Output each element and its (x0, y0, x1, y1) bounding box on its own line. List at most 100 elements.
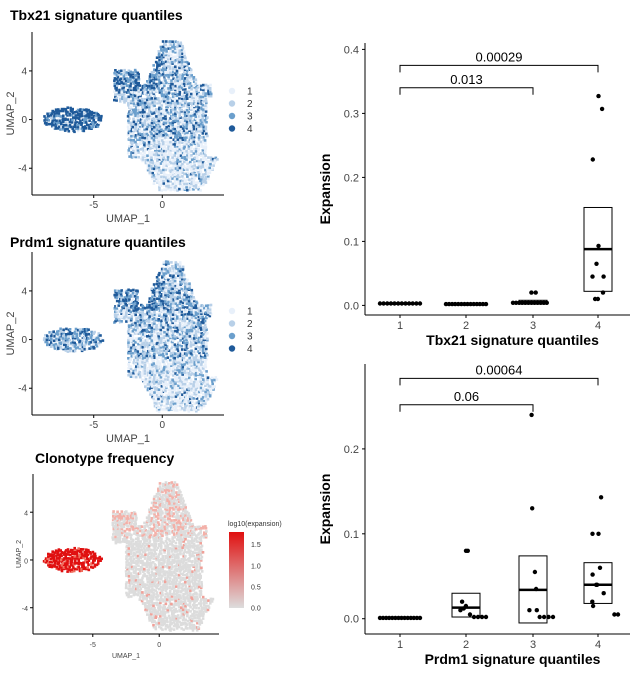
umap-cell (158, 157, 162, 161)
umap-cell (153, 98, 156, 102)
umap-cell (196, 308, 199, 312)
umap-cell (174, 167, 178, 170)
umap-cell (150, 563, 153, 567)
umap-cell (139, 96, 142, 100)
umap-cell (197, 358, 200, 362)
umap-cell (131, 560, 135, 563)
umap-cell (179, 150, 182, 154)
umap-cell (162, 336, 166, 340)
umap-cell (161, 523, 164, 527)
umap-cell (183, 52, 186, 55)
umap-cell (159, 309, 163, 312)
umap-cell (197, 162, 200, 166)
umap-cell (150, 312, 154, 315)
umap-cell (148, 352, 151, 356)
umap-cell (129, 375, 133, 378)
umap-cell (141, 110, 145, 114)
umap-cell (167, 283, 170, 286)
umap-cell (200, 173, 203, 176)
umap-cell (194, 82, 198, 86)
umap-cell (53, 564, 56, 567)
umap-cell (130, 546, 134, 550)
umap-cell (150, 343, 153, 346)
umap-cell (188, 332, 192, 335)
umap-cell (78, 567, 82, 571)
umap-cell (148, 582, 152, 586)
umap-cell (176, 354, 180, 357)
umap-cell (174, 138, 178, 141)
umap-cell (199, 140, 203, 144)
umap-cell (164, 627, 167, 631)
umap-cell (141, 308, 145, 312)
umap-cell (174, 129, 177, 133)
umap-cell (139, 542, 142, 546)
umap-cell (202, 347, 205, 350)
umap-cell (135, 149, 138, 152)
umap-cell (173, 337, 177, 341)
umap-cell (183, 63, 186, 66)
umap-cell (134, 140, 137, 144)
umap-cell (137, 321, 141, 325)
umap-cell (163, 404, 166, 408)
umap-cell (131, 528, 135, 531)
umap-cell (203, 119, 207, 122)
umap-cell (89, 122, 93, 126)
umap-cell (186, 78, 189, 81)
umap-cell (135, 144, 138, 148)
umap-cell (150, 521, 153, 524)
umap-cell (80, 569, 83, 572)
umap-cell (90, 555, 93, 558)
umap-cell (158, 162, 161, 165)
umap-cell (43, 337, 46, 340)
umap-cell (125, 557, 128, 561)
umap-cell (139, 593, 143, 596)
umap-cell (141, 342, 144, 346)
umap-cell (175, 326, 179, 329)
umap-cell (64, 117, 67, 121)
umap-cell (73, 557, 77, 560)
legend-key (228, 332, 236, 340)
umap-cell (143, 585, 147, 588)
umap-cell (146, 600, 149, 603)
umap-cell (139, 118, 143, 121)
umap-cell (150, 334, 154, 337)
umap-cell (141, 585, 144, 588)
umap-cell (174, 84, 177, 88)
umap-cell (179, 41, 182, 45)
umap-cell (190, 368, 194, 372)
umap-cell (92, 123, 96, 126)
umap-cell (160, 282, 164, 286)
umap-cell (145, 117, 149, 120)
umap-cell (167, 278, 170, 282)
umap-cell (155, 111, 159, 115)
umap-cell (205, 373, 208, 377)
umap-cell (162, 527, 165, 531)
umap-cell (150, 151, 154, 154)
umap-cell (79, 548, 83, 551)
umap-cell (146, 158, 150, 162)
umap-cell (174, 151, 177, 155)
umap-cell (91, 332, 94, 335)
umap-cell (153, 382, 156, 385)
umap-cell (167, 267, 171, 271)
umap-cell (153, 88, 156, 91)
umap-cell (44, 334, 47, 337)
umap-cell (200, 160, 203, 163)
umap-cell (116, 289, 119, 293)
umap-cell (198, 386, 201, 389)
umap-cell (50, 553, 54, 556)
umap-cell (179, 365, 183, 369)
umap-cell (50, 345, 53, 348)
umap-cell (55, 567, 59, 570)
umap-cell (80, 568, 83, 571)
umap-cell (134, 108, 137, 111)
umap-cell (153, 550, 156, 553)
umap-cell (148, 82, 152, 85)
umap-cell (138, 138, 141, 141)
umap-cell (162, 296, 165, 299)
umap-cell (143, 136, 147, 140)
umap-cell (153, 606, 156, 610)
umap-cell (157, 164, 161, 167)
umap-cell (201, 123, 205, 127)
umap-cell (179, 308, 182, 311)
